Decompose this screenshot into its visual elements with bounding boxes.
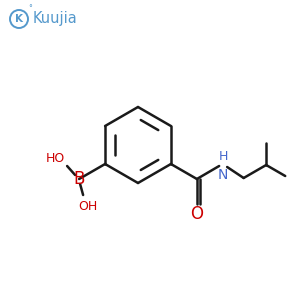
Text: N: N	[218, 168, 228, 182]
Text: O: O	[190, 205, 203, 223]
Text: K: K	[15, 14, 23, 24]
Text: HO: HO	[46, 152, 65, 164]
Text: OH: OH	[79, 200, 98, 212]
Text: Kuujia: Kuujia	[33, 11, 78, 26]
Text: H: H	[218, 150, 228, 163]
Text: B: B	[74, 170, 85, 188]
Text: °: °	[28, 4, 32, 14]
